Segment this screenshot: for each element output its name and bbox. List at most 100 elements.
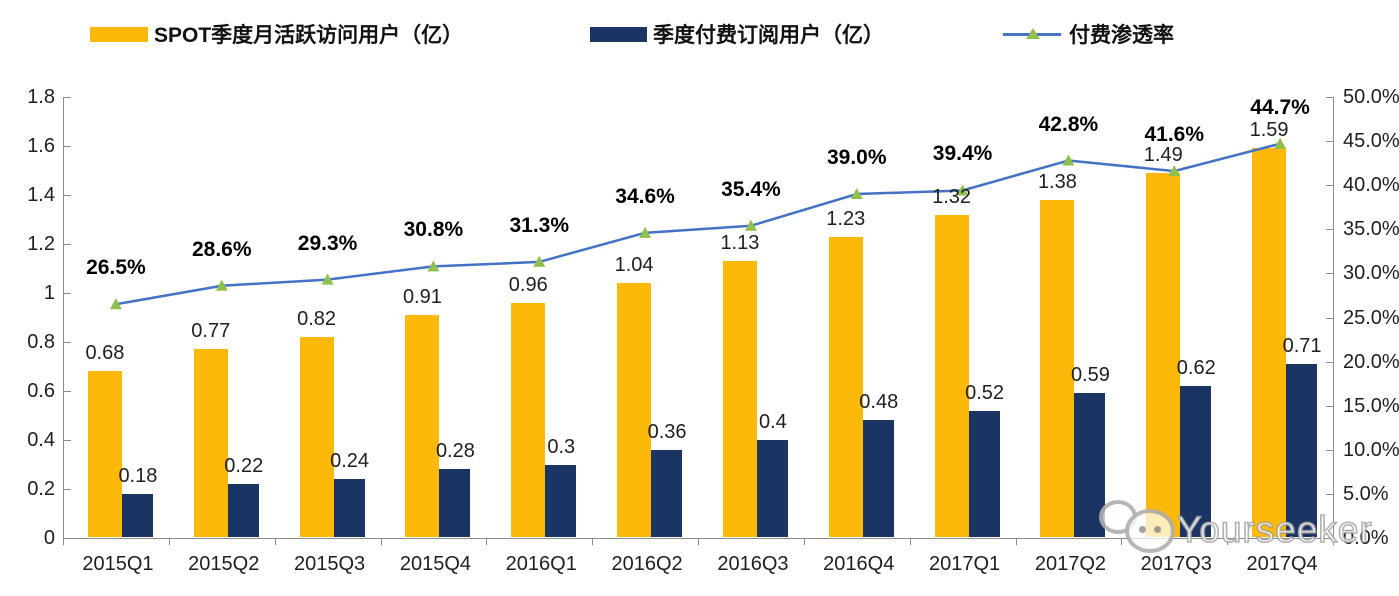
bar-subscribers bbox=[968, 410, 1000, 537]
bar-subscribers bbox=[651, 449, 683, 537]
bar-subscribers-label: 0.62 bbox=[1176, 357, 1216, 380]
y-axis-left-tick bbox=[64, 244, 71, 245]
bar-mau-label: 1.38 bbox=[1037, 170, 1077, 193]
bar-mau-label: 1.59 bbox=[1249, 119, 1289, 142]
x-axis-label: 2015Q1 bbox=[82, 553, 154, 575]
penetration-label: 34.6% bbox=[615, 184, 675, 208]
y-axis-right-tick bbox=[1326, 361, 1333, 363]
legend-line-marker-icon bbox=[1003, 27, 1061, 39]
bar-mau bbox=[405, 315, 440, 537]
x-axis-label: 2016Q3 bbox=[717, 553, 789, 575]
triangle-marker-icon bbox=[639, 226, 652, 238]
bar-mau-label: 1.13 bbox=[720, 232, 760, 255]
bar-mau bbox=[87, 371, 122, 537]
y-axis-right-label: 15.0% bbox=[1343, 394, 1399, 417]
y-axis-right-tick bbox=[1326, 317, 1333, 319]
bar-mau bbox=[193, 349, 228, 537]
bar-subscribers bbox=[439, 469, 471, 537]
legend-swatch-subscribers bbox=[590, 26, 647, 42]
bar-mau-label: 1.04 bbox=[614, 254, 654, 277]
bar-subscribers bbox=[1286, 364, 1318, 537]
x-axis-label: 2015Q3 bbox=[293, 553, 366, 575]
triangle-marker-icon bbox=[427, 260, 440, 272]
bar-subscribers bbox=[1180, 386, 1212, 537]
legend-item-mau: SPOT季度月活跃访问用户（亿） bbox=[90, 20, 463, 48]
wechat-icon bbox=[1125, 509, 1175, 553]
bar-subscribers-label: 0.36 bbox=[647, 420, 687, 443]
y-axis-left-tick bbox=[64, 293, 71, 294]
x-axis-tick bbox=[1121, 539, 1123, 545]
penetration-label: 35.4% bbox=[721, 177, 781, 201]
bar-subscribers bbox=[121, 493, 153, 537]
legend-label-subscribers: 季度付费订阅用户（亿） bbox=[653, 24, 884, 47]
bar-subscribers-label: 0.3 bbox=[547, 435, 576, 458]
y-axis-right-label: 0.0% bbox=[1343, 527, 1389, 549]
x-axis-tick bbox=[168, 539, 170, 545]
bar-mau bbox=[299, 337, 334, 537]
y-axis-left-tick bbox=[64, 489, 71, 490]
bar-subscribers-label: 0.48 bbox=[859, 391, 899, 414]
y-axis-left bbox=[63, 97, 64, 538]
y-axis-right-tick bbox=[1326, 493, 1333, 495]
penetration-label: 41.6% bbox=[1144, 123, 1205, 147]
penetration-label: 31.3% bbox=[509, 213, 570, 237]
penetration-label: 42.8% bbox=[1038, 112, 1099, 136]
bar-mau bbox=[617, 283, 652, 537]
y-axis-right-label: 20.0% bbox=[1343, 350, 1399, 373]
penetration-label: 30.8% bbox=[403, 218, 464, 242]
legend-label-penetration: 付费渗透率 bbox=[1069, 24, 1174, 47]
y-axis-left-label: 0 bbox=[43, 527, 55, 549]
y-axis-right-tick bbox=[1326, 97, 1333, 98]
y-axis-right-tick bbox=[1326, 185, 1333, 187]
triangle-marker-icon bbox=[1062, 154, 1075, 166]
bar-subscribers-label: 0.71 bbox=[1282, 335, 1322, 358]
bar-subscribers-label: 0.52 bbox=[965, 381, 1005, 404]
x-axis-label: 2016Q1 bbox=[505, 553, 577, 575]
watermark: Yourseeker bbox=[1093, 496, 1399, 568]
y-axis-right-label: 30.0% bbox=[1343, 262, 1399, 285]
y-axis-left-label: 0.2 bbox=[27, 478, 55, 500]
bar-mau-label: 0.82 bbox=[297, 308, 337, 331]
x-axis-tick bbox=[63, 539, 64, 545]
x-axis-tick bbox=[909, 539, 911, 545]
y-axis-left-tick bbox=[64, 195, 71, 196]
bar-subscribers-label: 0.59 bbox=[1070, 364, 1110, 387]
y-axis-left-label: 1.8 bbox=[27, 86, 55, 108]
y-axis-left-label: 1.4 bbox=[27, 184, 55, 206]
y-axis-left-tick bbox=[64, 146, 71, 147]
y-axis-right-label: 45.0% bbox=[1343, 130, 1399, 153]
triangle-marker-icon bbox=[533, 255, 546, 267]
bar-subscribers bbox=[862, 420, 894, 537]
x-axis bbox=[63, 538, 1334, 539]
y-axis-left-tick bbox=[64, 538, 71, 539]
y-axis-left-label: 0.6 bbox=[27, 380, 55, 402]
y-axis-left-tick bbox=[64, 97, 71, 98]
triangle-marker-icon bbox=[321, 273, 334, 285]
bar-subscribers bbox=[756, 440, 788, 537]
legend-swatch-mau bbox=[90, 26, 148, 42]
bar-mau-label: 0.77 bbox=[191, 320, 231, 343]
penetration-label: 39.4% bbox=[932, 142, 993, 166]
y-axis-right-label: 40.0% bbox=[1343, 174, 1399, 197]
penetration-label: 26.5% bbox=[86, 256, 146, 280]
y-axis-left-label: 1.2 bbox=[27, 233, 55, 255]
x-axis-tick bbox=[698, 539, 699, 545]
y-axis-left-label: 1.6 bbox=[27, 135, 55, 157]
x-axis-tick bbox=[803, 539, 805, 545]
y-axis-right-tick bbox=[1326, 273, 1333, 275]
bar-mau-label: 0.91 bbox=[402, 286, 442, 309]
bar-mau bbox=[511, 302, 546, 537]
x-axis-tick bbox=[486, 539, 488, 545]
y-axis-right-tick bbox=[1326, 141, 1333, 143]
x-axis-tick bbox=[1333, 539, 1334, 545]
y-axis-right bbox=[1333, 97, 1334, 538]
bar-mau bbox=[722, 261, 757, 537]
penetration-label: 44.7% bbox=[1250, 95, 1310, 119]
y-axis-left-tick bbox=[64, 342, 71, 343]
bar-mau bbox=[934, 214, 969, 537]
y-axis-right-label: 35.0% bbox=[1343, 218, 1399, 241]
watermark-text: Yourseeker bbox=[1176, 508, 1373, 551]
bar-subscribers bbox=[227, 484, 259, 537]
bar-subscribers-label: 0.18 bbox=[118, 464, 158, 487]
